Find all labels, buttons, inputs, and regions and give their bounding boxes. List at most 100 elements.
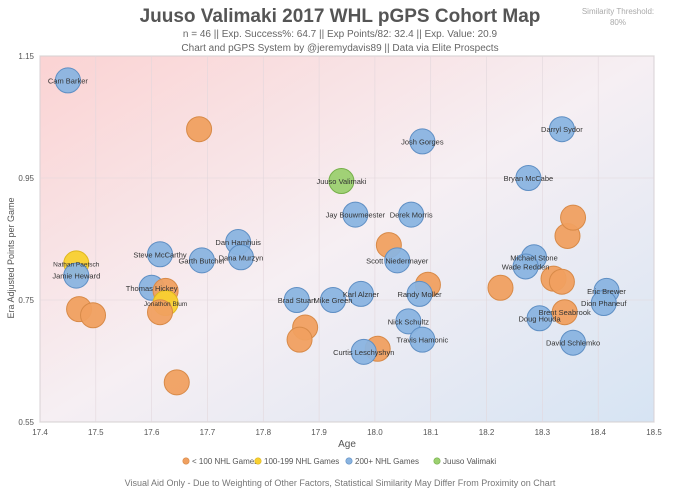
x-tick-label: 18.1 bbox=[423, 428, 439, 437]
point-label: Eric Brewer bbox=[587, 287, 626, 296]
x-tick-label: 17.9 bbox=[311, 428, 327, 437]
x-tick-label: 17.6 bbox=[144, 428, 160, 437]
y-tick-label: 0.55 bbox=[18, 418, 34, 427]
point-label: Cam Barker bbox=[48, 76, 89, 85]
data-point bbox=[409, 128, 436, 155]
data-points bbox=[54, 67, 620, 396]
data-point bbox=[186, 116, 213, 143]
point-label: Thomas Hickey bbox=[126, 284, 178, 293]
data-point bbox=[515, 165, 542, 191]
x-tick-label: 17.8 bbox=[255, 428, 271, 437]
data-point bbox=[548, 116, 575, 143]
data-point bbox=[328, 168, 355, 195]
data-point bbox=[163, 369, 190, 396]
data-point bbox=[188, 247, 215, 274]
x-tick-label: 18.0 bbox=[367, 428, 383, 437]
point-label: Derek Morris bbox=[390, 211, 433, 220]
point-label: Jamie Heward bbox=[52, 272, 100, 281]
data-point bbox=[227, 244, 254, 271]
x-tick-label: 18.4 bbox=[590, 428, 606, 437]
legend: < 100 NHL Games 100-199 NHL Games 200+ NHL… bbox=[182, 457, 496, 466]
point-label: Garth Butcher bbox=[179, 256, 226, 265]
y-axis-label: Era Adjusted Points per Game bbox=[6, 197, 16, 318]
point-label: David Schlemko bbox=[546, 339, 600, 348]
point-label: Mike Green bbox=[314, 296, 353, 305]
point-label: Travis Hamonic bbox=[396, 336, 448, 345]
data-point bbox=[395, 308, 422, 335]
threshold-value: 80% bbox=[609, 18, 626, 27]
y-tick-label: 0.95 bbox=[18, 174, 34, 183]
legend-label: 200+ NHL Games bbox=[355, 457, 419, 466]
data-point bbox=[54, 67, 81, 94]
point-label: Dan Hamhuis bbox=[215, 238, 261, 247]
data-point bbox=[406, 280, 433, 307]
data-point bbox=[80, 302, 107, 329]
point-label: Brad Stuart bbox=[278, 296, 317, 305]
point-label: Karl Alzner bbox=[343, 290, 380, 299]
stats-line: n = 46 || Exp. Success%: 64.7 || Exp Poi… bbox=[182, 29, 498, 40]
legend-label: Juuso Valimaki bbox=[443, 457, 496, 466]
data-point bbox=[560, 329, 587, 356]
point-label: Nathan Paetsch bbox=[53, 261, 100, 268]
data-point bbox=[590, 290, 617, 317]
point-label: Jonathon Blum bbox=[144, 301, 187, 308]
footer-note: Visual Aid Only - Due to Weighting of Ot… bbox=[124, 478, 556, 488]
point-label: Curtis Leschyshyn bbox=[333, 348, 394, 357]
point-label: Dion Phaneuf bbox=[581, 299, 627, 308]
point-label: Scott Niedermayer bbox=[366, 256, 429, 265]
threshold-label: Similarity Threshold: bbox=[581, 7, 655, 16]
point-labels: Cam Barker Josh Gorges Darryl Sydor Juuso V… bbox=[48, 76, 628, 356]
legend-label: 100-199 NHL Games bbox=[264, 457, 339, 466]
data-point bbox=[560, 204, 587, 231]
y-tick-label: 0.75 bbox=[18, 296, 34, 305]
data-point bbox=[342, 201, 369, 228]
data-point bbox=[512, 253, 539, 280]
point-label: Dana Murzyn bbox=[219, 253, 264, 262]
point-label: Darryl Sydor bbox=[541, 125, 583, 134]
data-point bbox=[347, 280, 374, 307]
legend-label: < 100 NHL Games bbox=[192, 457, 258, 466]
data-point bbox=[409, 326, 436, 353]
chart-title: Juuso Valimaki 2017 WHL pGPS Cohort Map bbox=[139, 6, 541, 27]
legend-swatch bbox=[254, 457, 262, 465]
legend-swatch bbox=[182, 457, 190, 465]
legend-swatch bbox=[345, 457, 353, 465]
similarity-threshold: Similarity Threshold: 80% bbox=[560, 6, 676, 28]
y-axis-ticks: 0.55 0.75 0.95 1.15 bbox=[18, 52, 34, 427]
data-point bbox=[548, 268, 575, 295]
data-point bbox=[147, 299, 174, 326]
data-point bbox=[286, 326, 313, 353]
point-label: Bryan McCabe bbox=[504, 174, 554, 183]
point-label: Jay Bouwmeester bbox=[326, 211, 386, 220]
point-label: Juuso Valimaki bbox=[316, 177, 366, 186]
data-point bbox=[384, 247, 411, 274]
data-point bbox=[350, 338, 377, 365]
point-label: Michael Stone bbox=[510, 253, 558, 262]
data-point bbox=[283, 287, 310, 313]
point-label: Doug Houda bbox=[519, 314, 562, 323]
data-point bbox=[487, 274, 514, 301]
data-point bbox=[526, 305, 553, 332]
data-point bbox=[147, 241, 174, 268]
data-point bbox=[320, 287, 347, 313]
x-axis-label: Age bbox=[338, 439, 356, 450]
point-label: Wade Redden bbox=[502, 262, 550, 271]
data-point bbox=[551, 299, 578, 326]
data-point bbox=[398, 201, 425, 228]
point-label: Josh Gorges bbox=[401, 137, 444, 146]
legend-swatch bbox=[433, 457, 441, 465]
x-tick-label: 17.7 bbox=[200, 428, 216, 437]
point-label: Brent Seabrook bbox=[539, 308, 591, 317]
x-tick-label: 18.5 bbox=[646, 428, 662, 437]
point-label: Randy Moller bbox=[397, 290, 442, 299]
data-point bbox=[63, 262, 90, 289]
x-tick-label: 18.3 bbox=[535, 428, 551, 437]
plot-area bbox=[39, 55, 655, 423]
credit-line: Chart and pGPS System by @jeremydavis89 … bbox=[181, 43, 499, 54]
x-tick-label: 17.5 bbox=[88, 428, 104, 437]
x-tick-label: 17.4 bbox=[32, 428, 48, 437]
x-axis-ticks: 17.4 17.5 17.6 17.7 17.8 17.9 18.0 18.1 18.2 18.3… bbox=[32, 428, 662, 437]
point-label: Steve McCarthy bbox=[133, 250, 187, 259]
point-label: Nick Schultz bbox=[388, 317, 430, 326]
